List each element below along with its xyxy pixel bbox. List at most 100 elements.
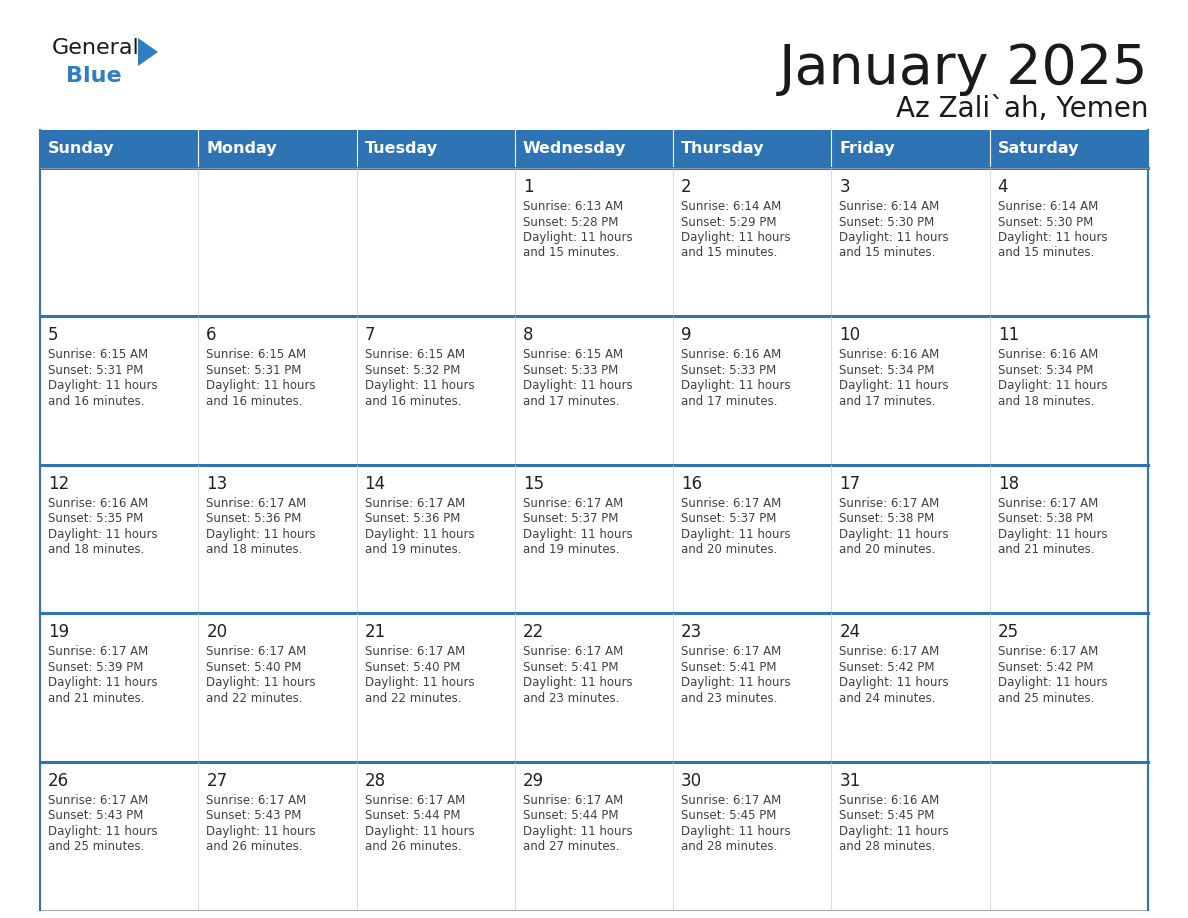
Text: Sunrise: 6:17 AM: Sunrise: 6:17 AM [48,645,148,658]
Text: Daylight: 11 hours: Daylight: 11 hours [998,379,1107,392]
Text: Sunrise: 6:17 AM: Sunrise: 6:17 AM [523,497,624,509]
Text: Daylight: 11 hours: Daylight: 11 hours [365,528,474,541]
Text: Friday: Friday [840,141,895,156]
Text: and 25 minutes.: and 25 minutes. [48,840,145,853]
Text: Daylight: 11 hours: Daylight: 11 hours [365,379,474,392]
Bar [832,762,990,910]
Text: Sunrise: 6:17 AM: Sunrise: 6:17 AM [365,645,465,658]
Text: Sunset: 5:37 PM: Sunset: 5:37 PM [523,512,618,525]
Text: Sunset: 5:32 PM: Sunset: 5:32 PM [365,364,460,377]
Text: 18: 18 [998,475,1019,493]
Text: and 26 minutes.: and 26 minutes. [207,840,303,853]
Text: Daylight: 11 hours: Daylight: 11 hours [681,528,791,541]
Text: Sunrise: 6:17 AM: Sunrise: 6:17 AM [523,645,624,658]
Text: Sunset: 5:44 PM: Sunset: 5:44 PM [365,809,460,823]
Text: and 19 minutes.: and 19 minutes. [365,543,461,556]
Text: Sunrise: 6:15 AM: Sunrise: 6:15 AM [207,349,307,362]
Text: Sunset: 5:34 PM: Sunset: 5:34 PM [998,364,1093,377]
Bar [832,465,990,613]
Text: and 18 minutes.: and 18 minutes. [207,543,303,556]
Text: Sunset: 5:39 PM: Sunset: 5:39 PM [48,661,144,674]
Bar [198,762,356,910]
Bar [674,168,832,317]
Text: 30: 30 [681,772,702,789]
Text: Daylight: 11 hours: Daylight: 11 hours [840,379,949,392]
Bar [198,168,356,317]
Text: Sunrise: 6:16 AM: Sunrise: 6:16 AM [998,349,1098,362]
Text: and 19 minutes.: and 19 minutes. [523,543,619,556]
Text: Daylight: 11 hours: Daylight: 11 hours [48,528,158,541]
Text: and 25 minutes.: and 25 minutes. [998,691,1094,705]
Text: and 16 minutes.: and 16 minutes. [207,395,303,408]
Text: Az Zali`ah, Yemen: Az Zali`ah, Yemen [896,95,1148,123]
Text: Sunrise: 6:17 AM: Sunrise: 6:17 AM [523,793,624,807]
Bar [40,130,198,168]
Bar [356,317,514,465]
Text: Daylight: 11 hours: Daylight: 11 hours [681,677,791,689]
Bar [40,762,198,910]
Text: Sunrise: 6:17 AM: Sunrise: 6:17 AM [840,497,940,509]
Text: 25: 25 [998,623,1019,641]
Text: Daylight: 11 hours: Daylight: 11 hours [840,231,949,244]
Text: Sunday: Sunday [48,141,114,156]
Text: 29: 29 [523,772,544,789]
Bar [356,762,514,910]
Text: 13: 13 [207,475,228,493]
Text: 11: 11 [998,327,1019,344]
Text: Sunset: 5:42 PM: Sunset: 5:42 PM [840,661,935,674]
Bar [40,168,198,317]
Text: and 21 minutes.: and 21 minutes. [998,543,1094,556]
Text: 1: 1 [523,178,533,196]
Bar [990,168,1148,317]
Text: Sunset: 5:43 PM: Sunset: 5:43 PM [207,809,302,823]
Text: Daylight: 11 hours: Daylight: 11 hours [48,677,158,689]
Text: 22: 22 [523,623,544,641]
Text: Sunrise: 6:17 AM: Sunrise: 6:17 AM [998,645,1098,658]
Text: Daylight: 11 hours: Daylight: 11 hours [207,528,316,541]
Text: Daylight: 11 hours: Daylight: 11 hours [207,824,316,837]
Bar [198,317,356,465]
Text: Daylight: 11 hours: Daylight: 11 hours [48,379,158,392]
Bar [674,613,832,762]
Text: Sunset: 5:42 PM: Sunset: 5:42 PM [998,661,1093,674]
Text: 17: 17 [840,475,860,493]
Text: Sunrise: 6:16 AM: Sunrise: 6:16 AM [840,793,940,807]
Bar [514,613,674,762]
Text: and 20 minutes.: and 20 minutes. [840,543,936,556]
Text: Daylight: 11 hours: Daylight: 11 hours [523,528,632,541]
Text: Daylight: 11 hours: Daylight: 11 hours [523,677,632,689]
Text: Sunset: 5:41 PM: Sunset: 5:41 PM [681,661,777,674]
Text: and 28 minutes.: and 28 minutes. [681,840,777,853]
Text: and 17 minutes.: and 17 minutes. [840,395,936,408]
Text: 2: 2 [681,178,691,196]
Bar [356,168,514,317]
Text: 28: 28 [365,772,386,789]
Text: Sunset: 5:45 PM: Sunset: 5:45 PM [681,809,777,823]
Text: Sunrise: 6:17 AM: Sunrise: 6:17 AM [998,497,1098,509]
Text: 3: 3 [840,178,851,196]
Text: Sunset: 5:41 PM: Sunset: 5:41 PM [523,661,619,674]
Bar [514,762,674,910]
Text: and 28 minutes.: and 28 minutes. [840,840,936,853]
Bar [514,317,674,465]
Text: Daylight: 11 hours: Daylight: 11 hours [681,231,791,244]
Text: 24: 24 [840,623,860,641]
Text: Sunset: 5:31 PM: Sunset: 5:31 PM [48,364,144,377]
Text: Daylight: 11 hours: Daylight: 11 hours [840,677,949,689]
Bar [198,465,356,613]
Text: and 15 minutes.: and 15 minutes. [681,247,777,260]
Text: Saturday: Saturday [998,141,1079,156]
Text: Daylight: 11 hours: Daylight: 11 hours [681,824,791,837]
Text: Sunrise: 6:17 AM: Sunrise: 6:17 AM [207,793,307,807]
Text: and 24 minutes.: and 24 minutes. [840,691,936,705]
Text: 10: 10 [840,327,860,344]
Text: 31: 31 [840,772,860,789]
Text: and 26 minutes.: and 26 minutes. [365,840,461,853]
Text: Daylight: 11 hours: Daylight: 11 hours [681,379,791,392]
Text: Sunset: 5:31 PM: Sunset: 5:31 PM [207,364,302,377]
Text: and 20 minutes.: and 20 minutes. [681,543,777,556]
Text: Sunset: 5:45 PM: Sunset: 5:45 PM [840,809,935,823]
Bar [356,465,514,613]
Text: 9: 9 [681,327,691,344]
Text: Sunset: 5:38 PM: Sunset: 5:38 PM [840,512,935,525]
